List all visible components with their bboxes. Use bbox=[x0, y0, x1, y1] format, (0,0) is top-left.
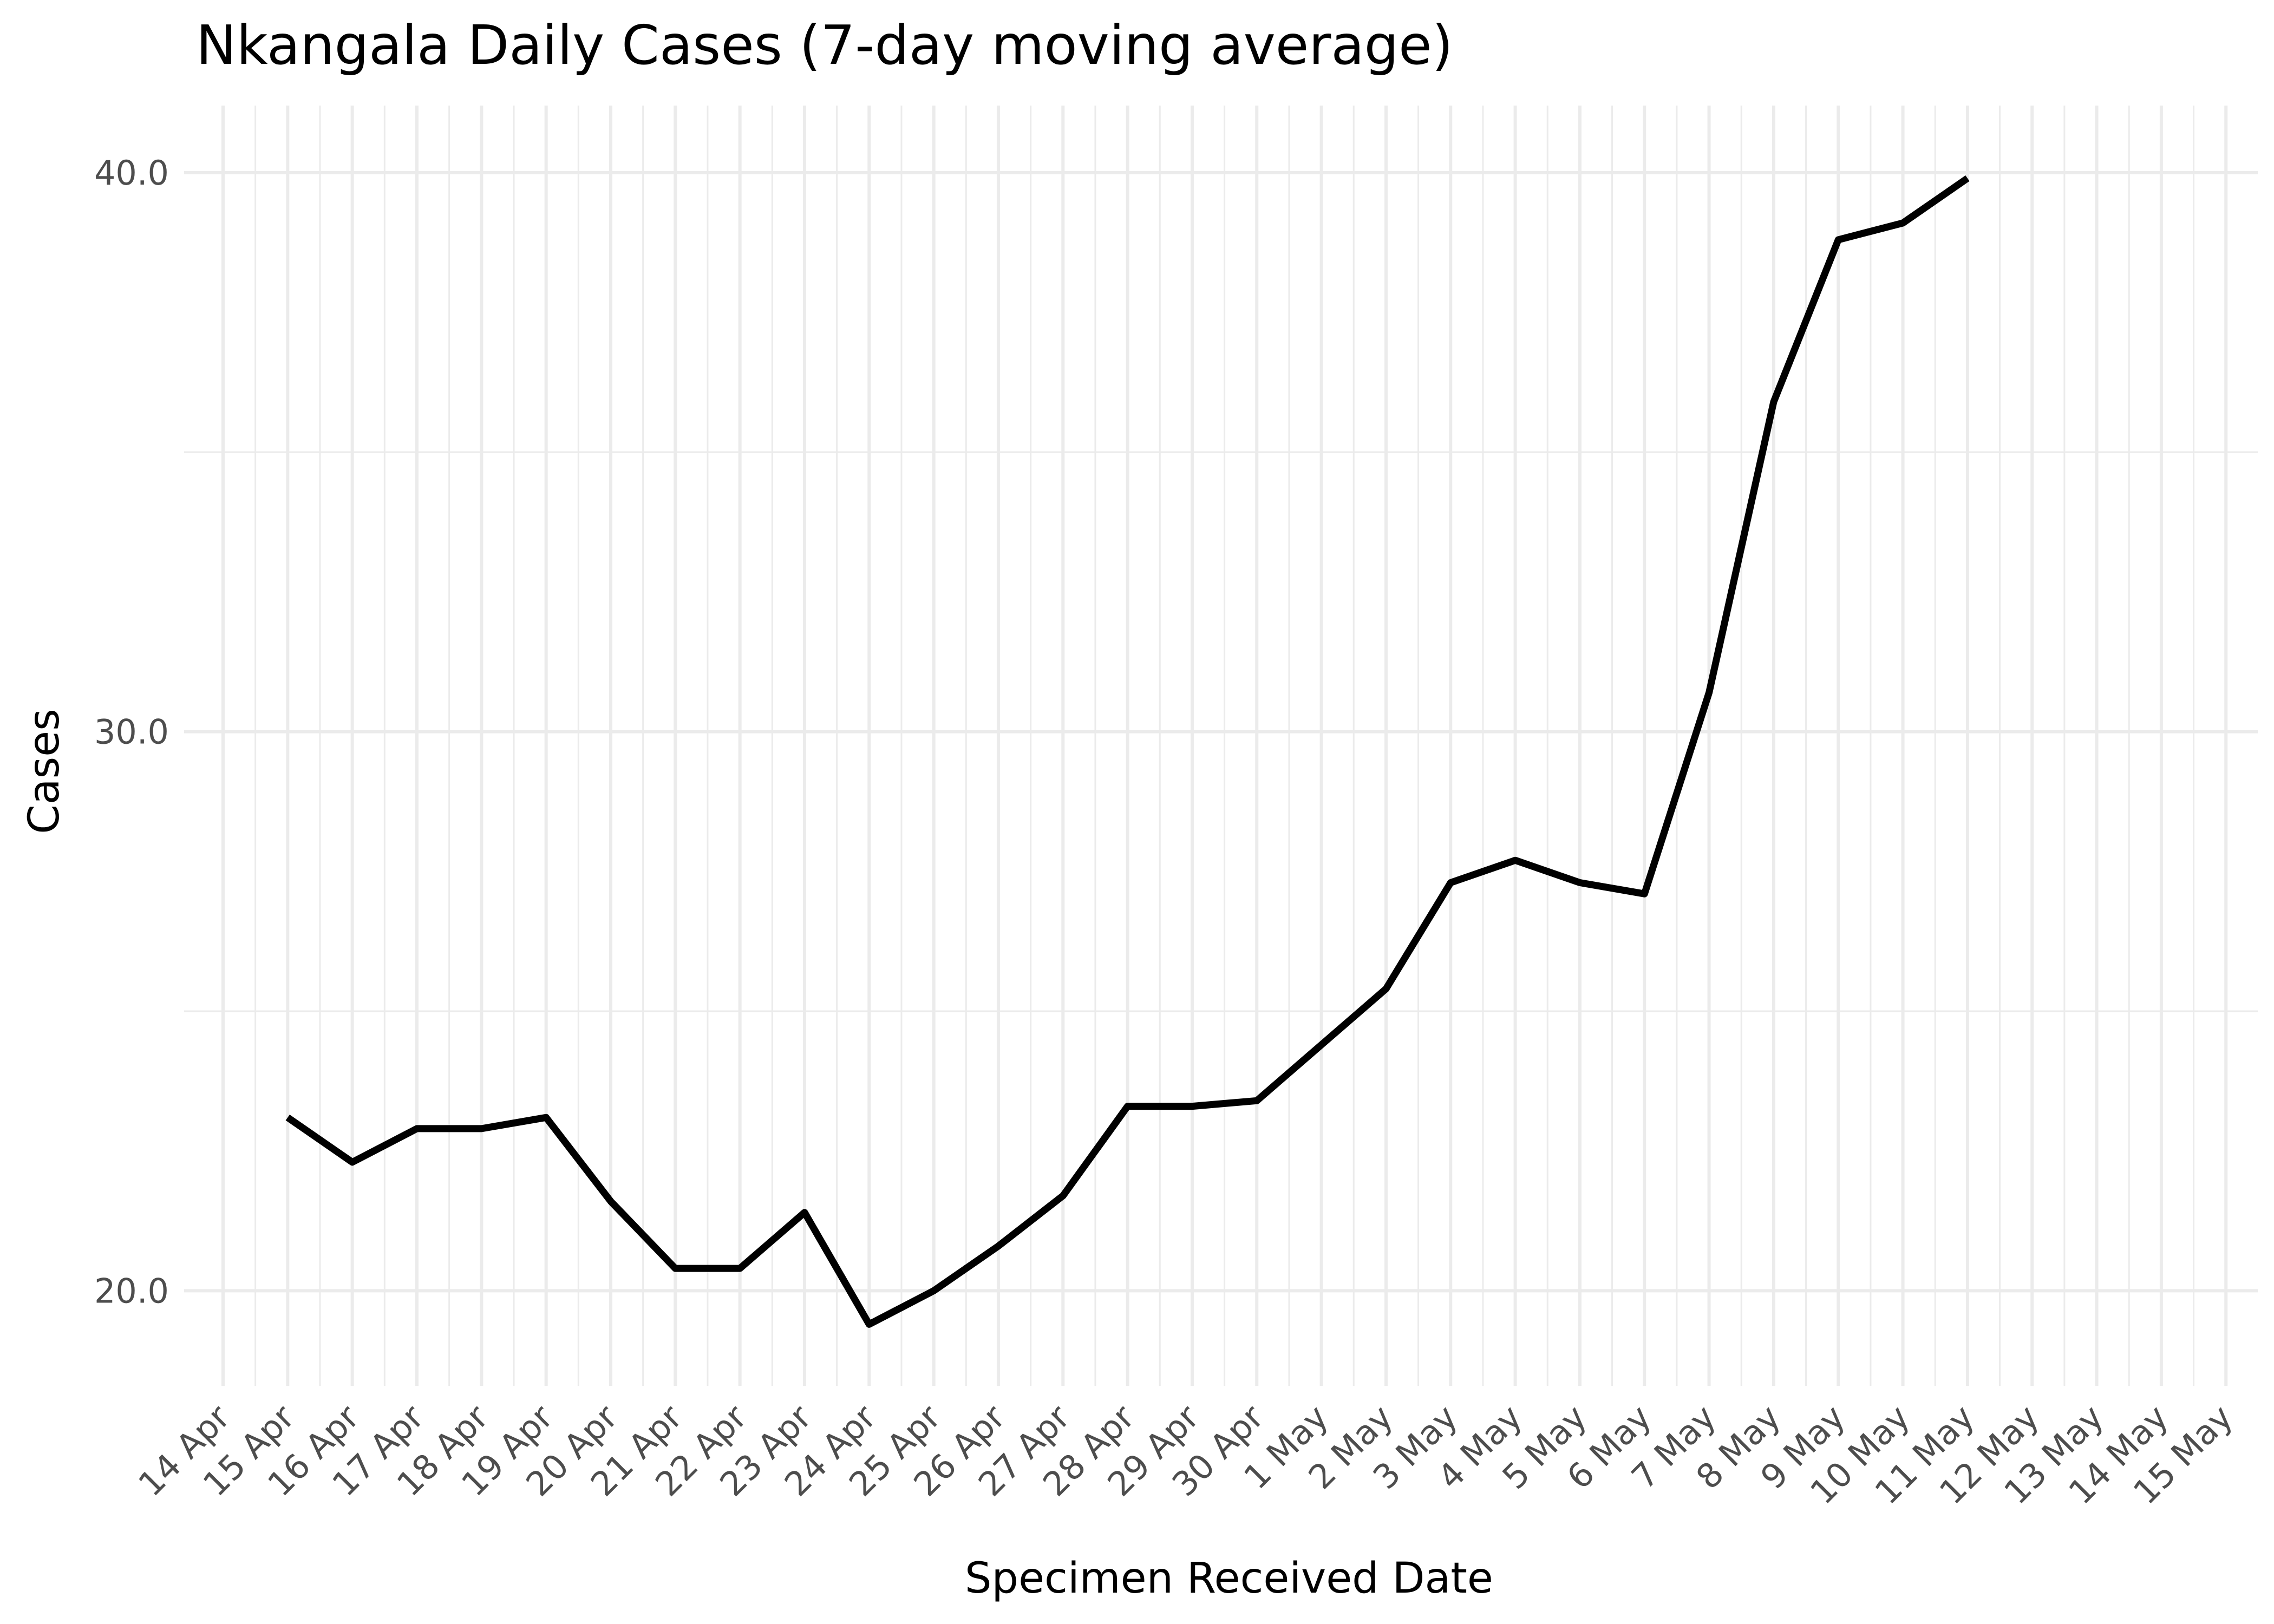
data-point bbox=[415, 1127, 419, 1131]
data-point bbox=[996, 1244, 1001, 1248]
data-point bbox=[1254, 1098, 1259, 1103]
y-tick-label: 30.0 bbox=[94, 712, 169, 752]
data-point bbox=[285, 1115, 290, 1119]
grid-layer bbox=[184, 106, 2258, 1386]
data-point bbox=[867, 1322, 871, 1326]
data-point bbox=[350, 1160, 355, 1164]
data-point bbox=[1642, 892, 1646, 896]
data-point bbox=[609, 1199, 613, 1203]
data-point bbox=[1319, 1043, 1324, 1047]
data-point bbox=[1190, 1104, 1194, 1109]
data-point bbox=[1772, 400, 1776, 404]
data-point bbox=[1707, 690, 1711, 695]
data-point bbox=[1836, 238, 1840, 242]
data-point bbox=[738, 1266, 742, 1271]
series-layer bbox=[285, 175, 1970, 1328]
data-point bbox=[802, 1210, 807, 1215]
data-point bbox=[1061, 1194, 1065, 1198]
data-point bbox=[1965, 176, 1970, 180]
data-point bbox=[1384, 987, 1388, 991]
data-point bbox=[673, 1266, 677, 1271]
data-point bbox=[1578, 881, 1582, 885]
data-point bbox=[932, 1288, 936, 1293]
y-tick-label: 20.0 bbox=[94, 1271, 169, 1311]
data-point bbox=[479, 1127, 483, 1131]
chart-title: Nkangala Daily Cases (7-day moving avera… bbox=[196, 14, 1453, 77]
x-axis-title: Specimen Received Date bbox=[965, 1554, 1493, 1603]
data-point bbox=[1126, 1104, 1130, 1109]
data-point bbox=[1513, 858, 1518, 862]
y-tick-label: 40.0 bbox=[94, 153, 169, 193]
data-point bbox=[544, 1115, 548, 1119]
y-axis-ticks: 20.0 30.0 40.0 bbox=[94, 153, 169, 1311]
series-line bbox=[285, 175, 1970, 1328]
y-axis-title: Cases bbox=[20, 709, 69, 834]
data-point bbox=[1448, 881, 1453, 885]
data-point bbox=[1901, 221, 1905, 225]
